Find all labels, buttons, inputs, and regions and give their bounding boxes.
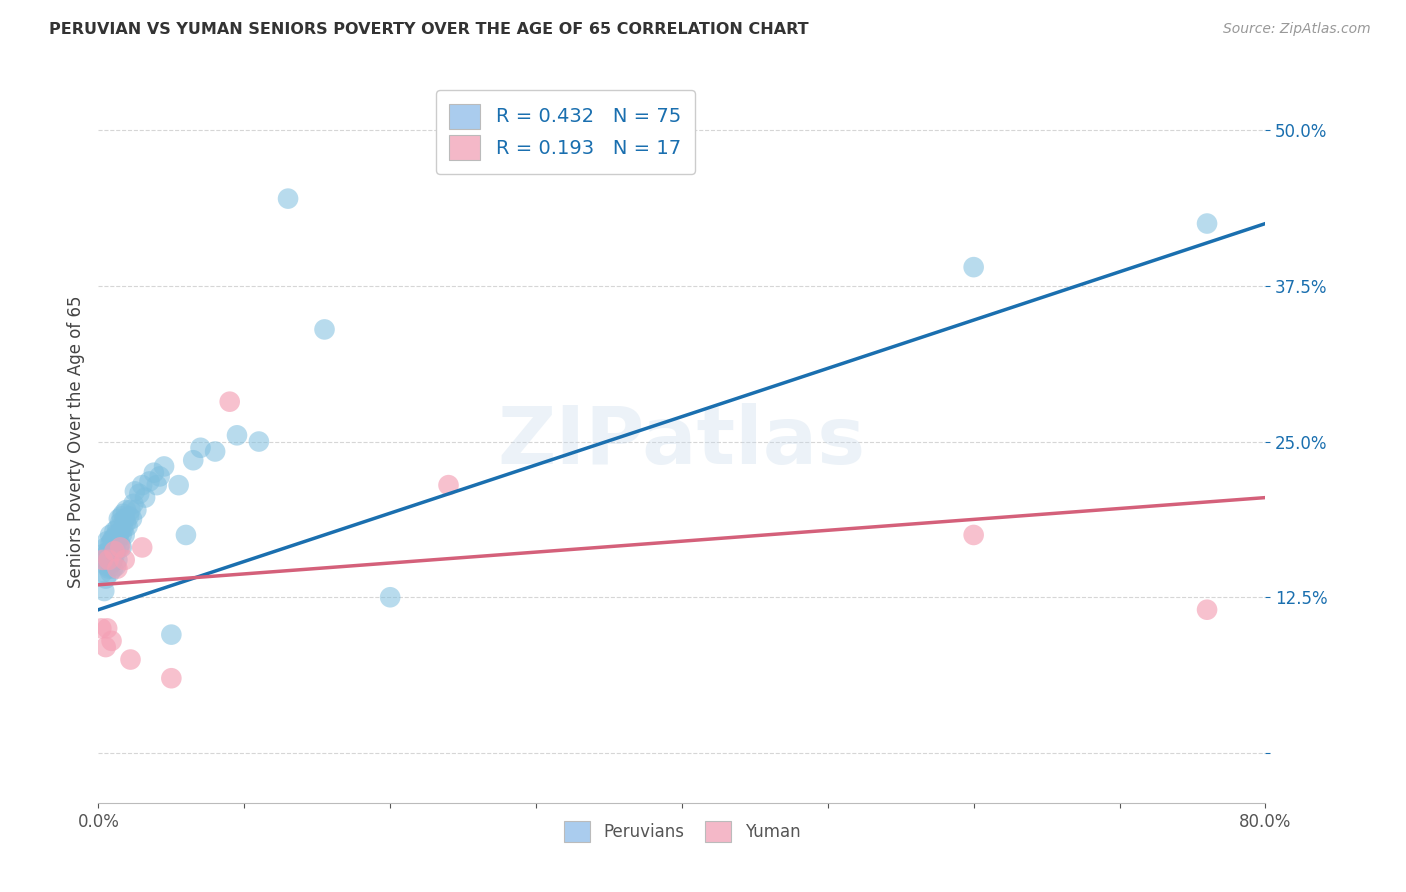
Point: [142, 466, 165, 480]
Point: [105, 534, 128, 549]
Point: [93, 584, 115, 599]
Legend: Peruvians, Yuman: Peruvians, Yuman: [557, 814, 807, 848]
Point: [101, 541, 124, 555]
Point: [91, 553, 114, 567]
Point: [97, 544, 120, 558]
Point: [314, 322, 336, 336]
Point: [153, 459, 176, 474]
Point: [100, 633, 122, 648]
Text: Source: ZipAtlas.com: Source: ZipAtlas.com: [1223, 22, 1371, 37]
Point: [111, 528, 134, 542]
Point: [121, 512, 143, 526]
Point: [125, 503, 148, 517]
Point: [149, 469, 172, 483]
Y-axis label: Seniors Poverty Over the Age of 65: Seniors Poverty Over the Age of 65: [66, 295, 84, 588]
Point: [100, 547, 122, 561]
Point: [103, 537, 125, 551]
Point: [101, 553, 124, 567]
Point: [110, 537, 132, 551]
Point: [96, 547, 118, 561]
Point: [380, 591, 402, 605]
Point: [103, 544, 125, 558]
Point: [97, 553, 120, 567]
Point: [103, 524, 125, 539]
Point: [247, 434, 270, 449]
Point: [124, 484, 146, 499]
Point: [114, 528, 136, 542]
Point: [110, 524, 132, 539]
Point: [167, 478, 190, 492]
Point: [437, 478, 460, 492]
Point: [108, 512, 131, 526]
Point: [962, 260, 984, 274]
Point: [111, 541, 134, 555]
Point: [122, 497, 145, 511]
Point: [96, 621, 118, 635]
Point: [174, 528, 197, 542]
Point: [962, 528, 984, 542]
Point: [138, 475, 160, 489]
Point: [104, 559, 127, 574]
Point: [181, 453, 204, 467]
Point: [94, 553, 117, 567]
Point: [100, 557, 122, 571]
Point: [94, 640, 117, 654]
Point: [120, 652, 142, 666]
Point: [118, 509, 141, 524]
Point: [204, 444, 226, 458]
Point: [98, 537, 121, 551]
Point: [134, 491, 156, 505]
Point: [101, 561, 124, 575]
Point: [115, 516, 138, 530]
Point: [108, 528, 131, 542]
Point: [105, 561, 128, 575]
Point: [190, 441, 212, 455]
Point: [101, 532, 124, 546]
Point: [103, 549, 125, 563]
Point: [91, 566, 114, 580]
Point: [105, 553, 128, 567]
Point: [114, 553, 136, 567]
Point: [120, 503, 142, 517]
Point: [112, 507, 135, 521]
Text: PERUVIAN VS YUMAN SENIORS POVERTY OVER THE AGE OF 65 CORRELATION CHART: PERUVIAN VS YUMAN SENIORS POVERTY OVER T…: [49, 22, 808, 37]
Point: [160, 627, 183, 641]
Point: [115, 503, 138, 517]
Point: [110, 541, 132, 555]
Point: [111, 509, 134, 524]
Point: [114, 512, 136, 526]
Point: [117, 519, 139, 533]
Point: [97, 553, 120, 567]
Point: [226, 428, 249, 442]
Point: [96, 559, 118, 574]
Point: [1195, 603, 1218, 617]
Point: [98, 566, 121, 580]
Point: [96, 534, 118, 549]
Point: [218, 394, 240, 409]
Point: [104, 544, 127, 558]
Point: [98, 549, 121, 563]
Point: [277, 192, 299, 206]
Point: [1195, 217, 1218, 231]
Point: [110, 516, 132, 530]
Point: [131, 541, 153, 555]
Point: [93, 547, 115, 561]
Point: [100, 534, 122, 549]
Point: [160, 671, 183, 685]
Point: [131, 478, 153, 492]
Point: [128, 487, 150, 501]
Point: [105, 522, 128, 536]
Point: [146, 478, 169, 492]
Point: [94, 541, 117, 555]
Point: [97, 561, 120, 575]
Point: [90, 621, 112, 635]
Point: [112, 522, 135, 536]
Text: ZIPatlas: ZIPatlas: [498, 402, 866, 481]
Point: [98, 528, 121, 542]
Point: [94, 572, 117, 586]
Point: [108, 541, 131, 555]
Point: [104, 528, 127, 542]
